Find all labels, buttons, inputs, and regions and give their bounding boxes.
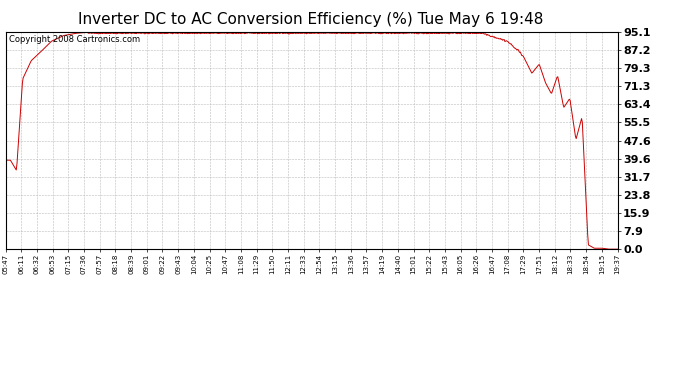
Text: Inverter DC to AC Conversion Efficiency (%) Tue May 6 19:48: Inverter DC to AC Conversion Efficiency … bbox=[78, 12, 543, 27]
Text: Copyright 2008 Cartronics.com: Copyright 2008 Cartronics.com bbox=[8, 35, 139, 44]
